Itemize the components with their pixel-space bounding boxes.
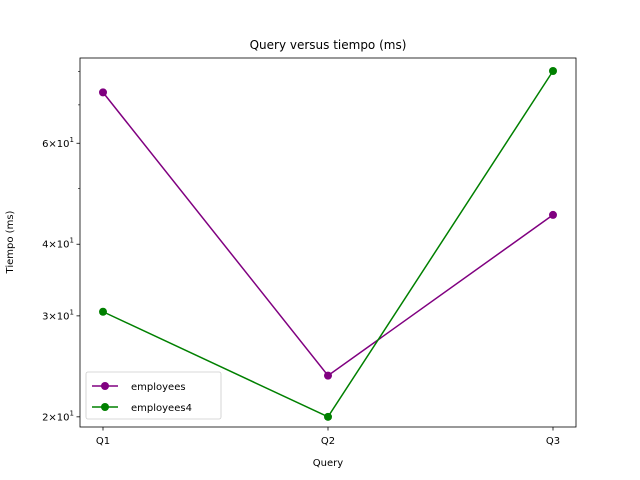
data-point-employees4-Q2 xyxy=(324,412,332,421)
y-tick-label: 4×101 xyxy=(42,237,74,251)
x-axis-ticks: Q1 Q2 Q3 xyxy=(96,427,560,447)
data-point-employees4-Q1 xyxy=(99,307,107,316)
y-tick-label: 3×101 xyxy=(42,308,74,322)
plot-area xyxy=(99,67,557,421)
plot-frame xyxy=(79,57,577,428)
legend-label-employees: employees xyxy=(131,382,186,393)
legend-label-employees4: employees4 xyxy=(131,403,192,414)
legend: employees employees4 xyxy=(85,371,222,420)
x-tick-label: Q2 xyxy=(321,436,335,447)
x-tick-label: Q1 xyxy=(96,436,110,447)
x-tick-label: Q3 xyxy=(546,436,560,447)
legend-marker-employees4 xyxy=(101,403,109,411)
data-point-employees-Q2 xyxy=(324,371,332,380)
y-tick-label: 2×101 xyxy=(42,409,74,423)
y-tick-label: 6×101 xyxy=(42,136,74,150)
x-axis-label: Query xyxy=(313,458,343,469)
y-axis-label: Tiempo (ms) xyxy=(5,210,16,274)
data-point-employees-Q1 xyxy=(99,88,107,97)
chart-title: Query versus tiempo (ms) xyxy=(250,38,407,52)
legend-frame xyxy=(85,371,222,420)
y-axis-ticks: 2×101 3×101 4×101 6×101 xyxy=(42,136,80,423)
data-point-employees-Q3 xyxy=(549,210,557,219)
legend-marker-employees xyxy=(101,382,109,390)
data-point-employees4-Q3 xyxy=(549,67,557,76)
